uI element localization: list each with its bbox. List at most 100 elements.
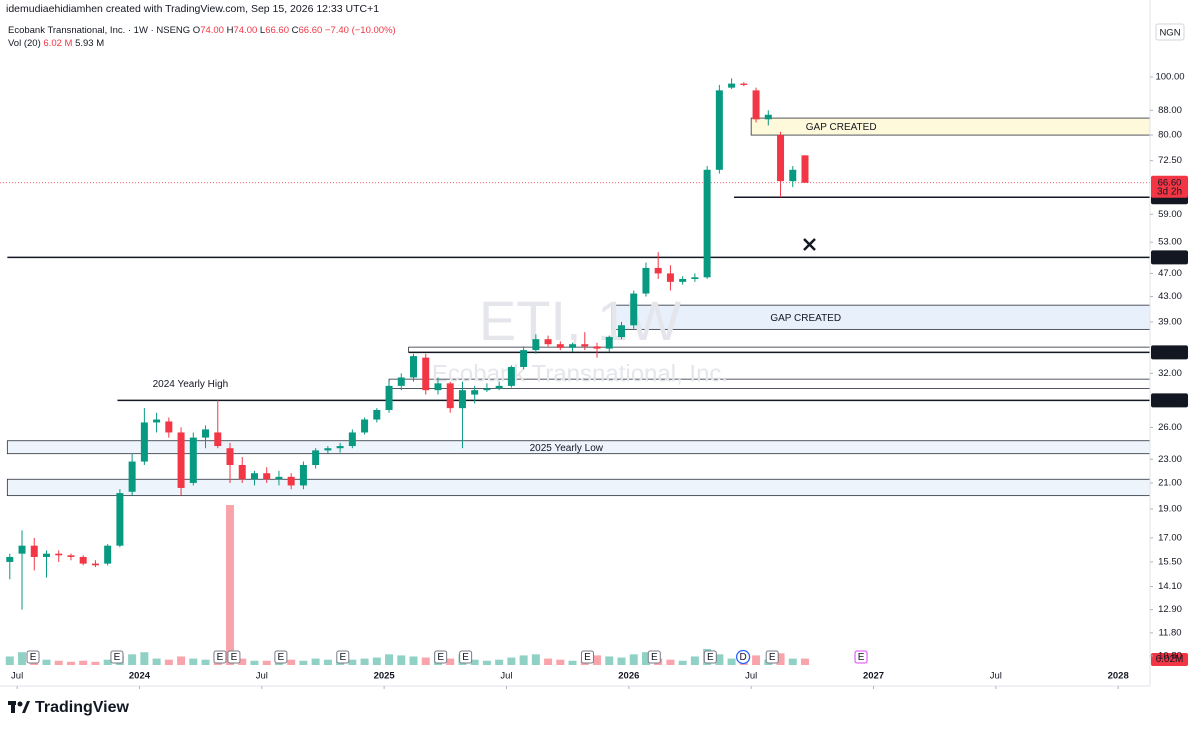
y-tick-label: 88.00 — [1158, 105, 1182, 116]
volume-bar — [372, 657, 381, 665]
x-tick-label: Jul — [256, 671, 268, 682]
candle-body — [422, 357, 430, 391]
volume-tag-label: 6.02M — [1156, 654, 1184, 665]
candle-body — [569, 344, 577, 348]
candle-body — [728, 83, 736, 88]
x-tick-label: 2028 — [1108, 671, 1129, 682]
currency-box[interactable] — [1155, 23, 1185, 41]
event-label: E — [114, 652, 121, 663]
zone-label: 2025 Yearly Low — [530, 443, 604, 454]
volume-bar — [788, 658, 797, 665]
volume-bar — [397, 655, 406, 665]
volume-bar — [238, 658, 247, 665]
volume-bar — [421, 657, 430, 665]
volume-bar — [323, 659, 332, 665]
volume-bar — [776, 653, 785, 665]
candle-body — [336, 446, 344, 449]
cross-marker — [803, 238, 816, 251]
volume-bar — [385, 654, 394, 665]
event-label: E — [858, 652, 865, 663]
watermark-symbol: ETI, 1W — [479, 289, 681, 352]
event-marker — [765, 650, 779, 664]
logo[interactable]: TradingView — [8, 699, 129, 717]
volume-bar — [152, 658, 161, 665]
candle-body — [446, 383, 454, 409]
volume-line: Vol (20) 6.02 M 5.93 M — [8, 37, 396, 50]
event-label: D — [739, 652, 746, 663]
event-marker — [336, 650, 350, 664]
candle-body — [397, 377, 405, 386]
y-tick-label: 47.00 — [1158, 268, 1182, 279]
y-tick-label: 26.00 — [1158, 422, 1182, 433]
event-marker — [274, 650, 288, 664]
candle-body — [79, 556, 87, 564]
volume-bar — [262, 660, 271, 665]
volume-bar — [617, 657, 626, 665]
volume-name: Vol (20) — [8, 38, 41, 49]
candle-body — [385, 385, 393, 410]
volume-bar — [226, 505, 234, 665]
candle-body — [189, 437, 197, 483]
candle-body — [275, 476, 283, 480]
event-label: E — [651, 652, 658, 663]
y-tick-label: 59.00 — [1158, 209, 1182, 220]
candle-body — [18, 545, 26, 554]
candle-body — [6, 556, 14, 562]
volume: 6.02M — [5, 505, 1188, 666]
candle-body — [30, 545, 38, 557]
volume-bar — [299, 660, 308, 665]
candle-body — [666, 273, 674, 282]
y-tick-label: 39.00 — [1158, 316, 1182, 327]
y-tick-label: 32.00 — [1158, 368, 1182, 379]
y-tick-label: 15.50 — [1158, 556, 1182, 567]
volume-bar — [250, 660, 259, 665]
candle-body — [410, 356, 418, 378]
x-tick-label: 2027 — [863, 671, 884, 682]
currency: NGN — [1159, 28, 1180, 39]
volume-bar — [593, 655, 602, 665]
volume-bar — [666, 659, 675, 665]
volume-bar — [140, 652, 149, 665]
candle-body — [312, 450, 320, 466]
logo-text: TradingView — [35, 699, 129, 716]
logo-part — [22, 701, 30, 713]
volume-bar — [311, 658, 320, 665]
x-tick-label: 2025 — [374, 671, 396, 682]
event-marker — [647, 650, 661, 664]
volume-bar — [556, 659, 565, 665]
credit: idemudiaehidiamhen created with TradingV… — [6, 3, 380, 15]
candle-body — [202, 429, 210, 438]
event-marker — [26, 650, 40, 664]
event-marker — [854, 650, 868, 664]
volume-bar — [79, 660, 88, 665]
volume-bar — [18, 652, 27, 665]
volume-bar — [177, 656, 186, 665]
candle-body — [140, 422, 148, 462]
cross-stroke — [803, 238, 816, 251]
x-tick-label: Jul — [745, 671, 757, 682]
zone-label: GAP CREATED — [770, 313, 841, 324]
current-price-label: 66.60 — [1158, 177, 1182, 188]
volume-bar — [568, 660, 577, 665]
level-label: 34.70 — [1158, 347, 1182, 358]
y-tick-label: 21.00 — [1158, 477, 1182, 488]
ohlc-letter: L — [259, 25, 266, 36]
volume-bar — [5, 656, 14, 665]
volume-bar — [54, 660, 63, 665]
y-tick-label: 53.00 — [1158, 237, 1182, 248]
candle-body — [789, 169, 797, 182]
legend: Ecobank Transnational, Inc. · 1W · NSENG… — [8, 24, 396, 50]
event-label: E — [707, 652, 714, 663]
candle-body — [55, 553, 63, 556]
volume-bar — [727, 658, 736, 665]
event-label: E — [584, 652, 591, 663]
volume-bar — [201, 659, 210, 665]
ohlc-value: 74.00 — [200, 25, 224, 36]
ohlc-value: 74.00 — [233, 25, 258, 36]
candle-body — [263, 473, 271, 480]
volume-bar — [519, 655, 528, 665]
event-label: E — [769, 652, 776, 663]
candles — [6, 78, 809, 610]
